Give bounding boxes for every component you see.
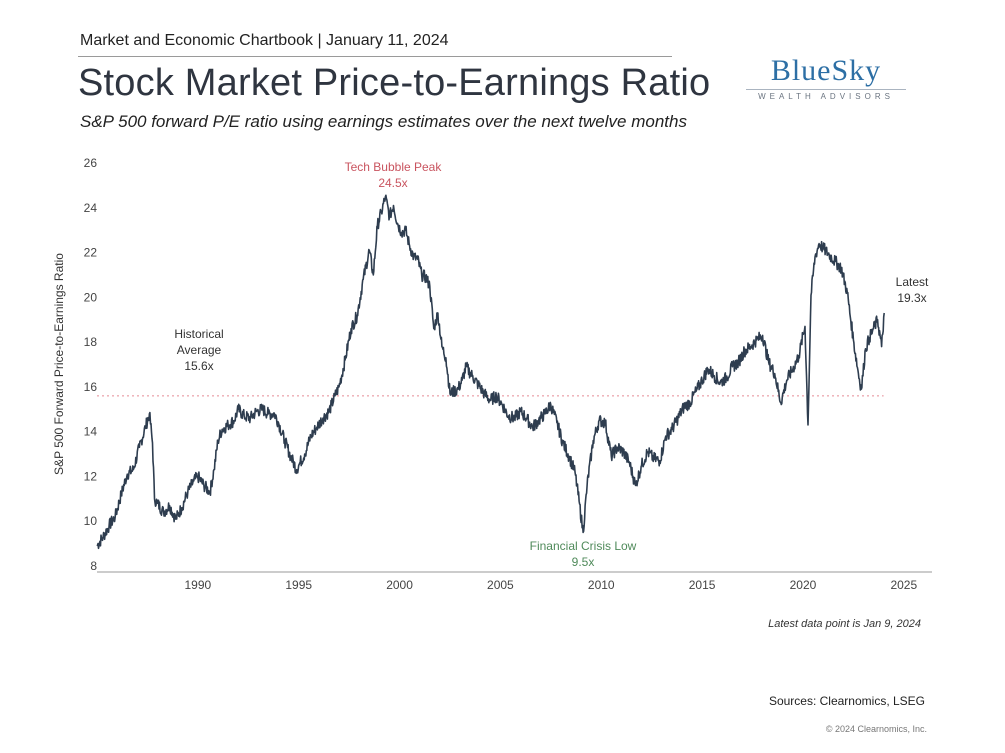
header-divider bbox=[78, 56, 672, 57]
logo-rule bbox=[746, 89, 906, 90]
average-annotation: 15.6x bbox=[184, 359, 213, 373]
y-tick-label: 24 bbox=[84, 201, 98, 215]
peak-annotation: 24.5x bbox=[378, 176, 407, 190]
pe-ratio-series-line bbox=[96, 194, 885, 550]
low-annotation: 9.5x bbox=[572, 555, 595, 569]
average-annotation: Average bbox=[177, 343, 222, 357]
sources-text: Sources: Clearnomics, LSEG bbox=[768, 694, 925, 708]
y-tick-label: 20 bbox=[84, 290, 98, 304]
chart-annotations: Tech Bubble Peak 24.5x Financial Crisis Lo… bbox=[174, 160, 929, 569]
y-axis-label: S&P 500 Forward Price-to-Earnings Ratio bbox=[52, 253, 66, 475]
copyright-text: © 2024 Clearnomics, Inc. bbox=[825, 724, 927, 734]
x-tick-label: 2015 bbox=[689, 578, 716, 592]
bluesky-logo: BlueSky WEALTH ADVISORS bbox=[746, 54, 906, 101]
x-tick-label: 2010 bbox=[588, 578, 615, 592]
x-tick-label: 2005 bbox=[487, 578, 514, 592]
y-tick-label: 26 bbox=[84, 156, 98, 170]
low-annotation: Financial Crisis Low bbox=[530, 539, 637, 553]
x-tick-label: 2025 bbox=[890, 578, 917, 592]
x-tick-label: 2000 bbox=[386, 578, 413, 592]
latest-data-note: Latest data point is Jan 9, 2024 bbox=[768, 618, 921, 630]
page-subtitle: S&P 500 forward P/E ratio using earnings… bbox=[80, 112, 687, 131]
y-tick-label: 10 bbox=[84, 514, 98, 528]
y-tick-label: 8 bbox=[90, 559, 97, 573]
x-tick-label: 1995 bbox=[285, 578, 312, 592]
y-tick-label: 12 bbox=[84, 469, 98, 483]
average-annotation: Historical bbox=[174, 327, 223, 341]
x-tick-label: 2020 bbox=[790, 578, 817, 592]
page-title: Stock Market Price-to-Earnings Ratio bbox=[78, 62, 711, 104]
latest-annotation: Latest bbox=[896, 275, 929, 289]
y-tick-label: 14 bbox=[84, 425, 98, 439]
latest-annotation: 19.3x bbox=[897, 291, 926, 305]
logo-tagline: WEALTH ADVISORS bbox=[758, 92, 894, 101]
x-tick-label: 1990 bbox=[184, 578, 211, 592]
x-axis-ticks: 1990 1995 2000 2005 2010 2015 2020 2025 bbox=[184, 578, 917, 592]
y-tick-label: 22 bbox=[84, 246, 98, 260]
chartbook-header: Market and Economic Chartbook | January … bbox=[80, 32, 449, 49]
y-axis-ticks: 8 10 12 14 16 18 20 22 24 26 bbox=[84, 156, 98, 573]
y-tick-label: 18 bbox=[84, 335, 98, 349]
y-tick-label: 16 bbox=[84, 380, 98, 394]
peak-annotation: Tech Bubble Peak bbox=[345, 160, 443, 174]
logo-wordmark: BlueSky bbox=[770, 54, 882, 87]
